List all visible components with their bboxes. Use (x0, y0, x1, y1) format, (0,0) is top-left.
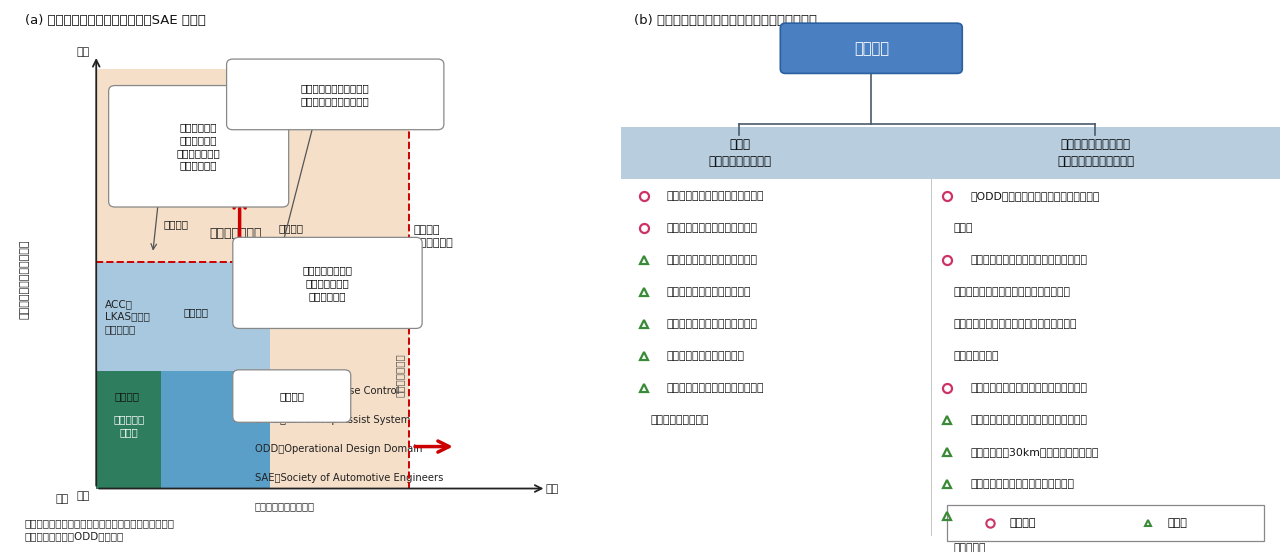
Bar (96, 262, 270, 489)
FancyBboxPatch shape (227, 59, 444, 130)
Text: ：規制上のハードルが低い（日本で遠隔: ：規制上のハードルが低い（日本で遠隔 (970, 255, 1087, 265)
Text: ：１人で複数台の車両の運転を監視可能: ：１人で複数台の車両の運転を監視可能 (970, 383, 1087, 393)
Text: 広い: 広い (545, 484, 559, 493)
Text: ：遠隔運転は非常時に限るのが前提: ：遠隔運転は非常時に限るのが前提 (970, 479, 1074, 489)
Text: ：課題: ：課題 (1167, 518, 1188, 528)
Text: が限界か: が限界か (954, 543, 986, 552)
Text: ：人間並み、人間超えには時間: ：人間並み、人間超えには時間 (667, 319, 758, 329)
FancyBboxPatch shape (109, 86, 289, 207)
Text: (b) 独自の方向に進化しつつある日本型自動運転: (b) 独自の方向に進化しつつある日本型自動運転 (634, 14, 817, 27)
Text: レベル１: レベル１ (114, 391, 140, 401)
Text: ：非常時の運転が自動車メーカー: ：非常時の運転が自動車メーカー (667, 383, 764, 393)
FancyBboxPatch shape (233, 237, 422, 328)
Text: に利用可能）: に利用可能） (954, 351, 1000, 361)
Text: 自律型: 自律型 (728, 139, 750, 151)
Text: 自動運転: 自動運転 (854, 41, 888, 56)
Bar (96, 69, 410, 489)
FancyBboxPatch shape (781, 23, 963, 73)
Text: ：事故時の説明責任に課題: ：事故時の説明責任に課題 (667, 351, 745, 361)
Text: 自動ブレー
キなど: 自動ブレー キなど (113, 415, 145, 437)
Text: の価値判断に依存: の価値判断に依存 (650, 415, 709, 425)
Text: ：広帯域低遅延の通信の常時接続が前提: ：広帯域低遅延の通信の常時接続が前提 (970, 415, 1087, 425)
Text: 危険回避の想定範囲の広さ: 危険回避の想定範囲の広さ (19, 239, 29, 319)
Text: （カーメーカー型）: （カーメーカー型） (708, 155, 771, 168)
Bar (96, 69, 410, 489)
Text: 高度な運転支援。
危険性の有無は
運転手が判断: 高度な運転支援。 危険性の有無は 運転手が判断 (302, 265, 352, 301)
Text: 特定条件における完全自
動運転（運転手が不要）: 特定条件における完全自 動運転（運転手が不要） (301, 83, 370, 106)
Text: ACC：Adaptive Cruise Control: ACC：Adaptive Cruise Control (255, 386, 399, 396)
Text: 広い: 広い (77, 47, 90, 57)
Text: ：本格量産までは車両が高価: ：本格量産までは車両が高価 (667, 287, 751, 297)
Text: ODD：Operational Design Domain: ODD：Operational Design Domain (255, 444, 422, 454)
FancyBboxPatch shape (233, 370, 351, 422)
FancyBboxPatch shape (947, 505, 1263, 541)
Text: レベル５
（制限なし）: レベル５ （制限なし） (413, 225, 453, 248)
Text: 地図上や走行速度上における、想定した走行条件範囲: 地図上や走行速度上における、想定した走行条件範囲 (24, 518, 175, 528)
Text: 狭い: 狭い (55, 494, 69, 504)
Bar (621, 127, 1280, 179)
Text: (a) 一般的な自動運転のレベル（SAE 規格）: (a) 一般的な自動運転のレベル（SAE 規格） (24, 14, 206, 27)
Text: 狭い: 狭い (77, 491, 90, 501)
Text: ：通信への依存度は比較的小さい: ：通信への依存度は比較的小さい (667, 191, 764, 201)
Text: 特定の想定なし: 特定の想定なし (209, 227, 261, 240)
Text: SAE：Society of Automotive Engineers: SAE：Society of Automotive Engineers (255, 473, 443, 482)
Text: レベル４: レベル４ (279, 224, 303, 233)
Text: レベル３: レベル３ (164, 219, 188, 229)
Text: ：長所、: ：長所、 (1010, 518, 1037, 528)
Text: ：状況の変化に即座に反応可能: ：状況の変化に即座に反応可能 (667, 223, 758, 233)
Text: 遠隔管制／遠隔監視型: 遠隔管制／遠隔監視型 (1060, 139, 1130, 151)
Text: ：走行速度は30km／時以下がほとんど: ：走行速度は30km／時以下がほとんど (970, 447, 1098, 457)
Text: ：ODDの拡大はハードルが高くレベル３: ：ODDの拡大はハードルが高くレベル３ (970, 511, 1100, 521)
Text: 管制型は運転手代わり（レベル２〜３: 管制型は運転手代わり（レベル２〜３ (954, 287, 1070, 297)
Text: 運転支援: 運転支援 (279, 391, 305, 401)
Text: （運行設計領域、ODD）の広さ: （運行設計領域、ODD）の広さ (24, 531, 124, 541)
Text: （日本の路線バス型？）: （日本の路線バス型？） (1057, 155, 1134, 168)
Text: レベル２: レベル２ (183, 307, 209, 317)
Text: ：規制や技術のハードルが高い: ：規制や技術のハードルが高い (667, 255, 758, 265)
Text: と同等）とみなされ、条件付きながら既: と同等）とみなされ、条件付きながら既 (954, 319, 1078, 329)
Bar (96, 371, 270, 489)
Text: ACC＋
LKAS、手放
し運転など: ACC＋ LKAS、手放 し運転など (105, 299, 150, 334)
Text: （自動車技術者協会）: （自動車技術者協会） (255, 501, 315, 511)
Bar (96, 371, 161, 489)
Text: LKAS：Lane Keep Assist System: LKAS：Lane Keep Assist System (255, 415, 410, 425)
Text: 低い: 低い (954, 223, 973, 233)
Text: 特定の想定なし: 特定の想定なし (394, 353, 404, 397)
Text: 非常に限定的
な条件におけ
る自動運転（運
転手は必要）: 非常に限定的 な条件におけ る自動運転（運 転手は必要） (177, 122, 220, 171)
Text: ：ODDが狭い場合、技術上のハードルが: ：ODDが狭い場合、技術上のハードルが (970, 191, 1100, 201)
